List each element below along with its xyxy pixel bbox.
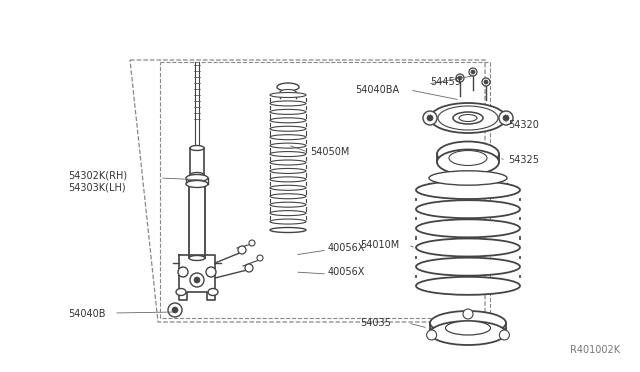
Ellipse shape [186,180,208,187]
Circle shape [423,111,437,125]
Circle shape [238,246,246,254]
Ellipse shape [270,151,306,157]
Circle shape [249,240,255,246]
Ellipse shape [270,118,306,123]
Circle shape [469,68,477,76]
Circle shape [190,273,204,287]
Circle shape [168,303,182,317]
Text: 54302K(RH): 54302K(RH) [68,170,127,180]
Ellipse shape [445,321,490,335]
Text: 54459: 54459 [430,77,461,87]
Circle shape [482,78,490,86]
Ellipse shape [430,311,506,335]
Ellipse shape [189,256,205,260]
Text: R401002K: R401002K [570,345,620,355]
Ellipse shape [438,106,498,130]
Ellipse shape [277,83,299,91]
Text: 54050M: 54050M [310,147,349,157]
Ellipse shape [270,177,306,182]
Ellipse shape [270,126,306,131]
Text: 54325: 54325 [508,155,539,165]
Ellipse shape [270,109,306,114]
Circle shape [178,267,188,277]
Ellipse shape [430,321,506,345]
Ellipse shape [416,219,520,237]
Text: 54010M: 54010M [360,240,399,250]
Ellipse shape [430,103,506,133]
Ellipse shape [270,160,306,165]
Circle shape [245,264,253,272]
Ellipse shape [416,258,520,276]
Ellipse shape [208,289,218,295]
Text: 54040B: 54040B [68,309,106,319]
Circle shape [471,70,475,74]
Ellipse shape [186,174,208,182]
Circle shape [456,74,464,82]
Circle shape [257,255,263,261]
Circle shape [503,115,509,121]
Ellipse shape [429,171,507,185]
Ellipse shape [453,112,483,124]
Circle shape [206,267,216,277]
Text: 54303K(LH): 54303K(LH) [68,182,125,192]
Ellipse shape [270,211,306,216]
Circle shape [427,330,436,340]
Circle shape [463,309,473,319]
Text: 40056X: 40056X [328,267,365,277]
Text: 54035: 54035 [360,318,391,328]
Ellipse shape [416,238,520,257]
Ellipse shape [190,173,204,177]
Circle shape [499,330,509,340]
Ellipse shape [416,181,520,199]
Ellipse shape [270,185,306,190]
Ellipse shape [270,135,306,140]
Ellipse shape [190,145,204,151]
Text: 54320: 54320 [508,120,539,130]
Ellipse shape [270,228,306,232]
Ellipse shape [437,150,499,174]
Ellipse shape [270,93,306,97]
Ellipse shape [270,169,306,173]
Ellipse shape [280,90,296,94]
Ellipse shape [449,151,487,166]
Ellipse shape [437,141,499,167]
Ellipse shape [416,200,520,218]
Ellipse shape [270,101,306,106]
Circle shape [172,307,178,313]
Ellipse shape [270,202,306,207]
Circle shape [484,80,488,84]
Text: 40056X: 40056X [328,243,365,253]
Ellipse shape [270,143,306,148]
Ellipse shape [416,277,520,295]
Circle shape [427,115,433,121]
Ellipse shape [176,289,186,295]
Circle shape [194,277,200,283]
Ellipse shape [270,194,306,199]
Circle shape [458,76,462,80]
Circle shape [499,111,513,125]
Text: 54040BA: 54040BA [355,85,399,95]
Ellipse shape [459,115,477,122]
Ellipse shape [270,219,306,224]
